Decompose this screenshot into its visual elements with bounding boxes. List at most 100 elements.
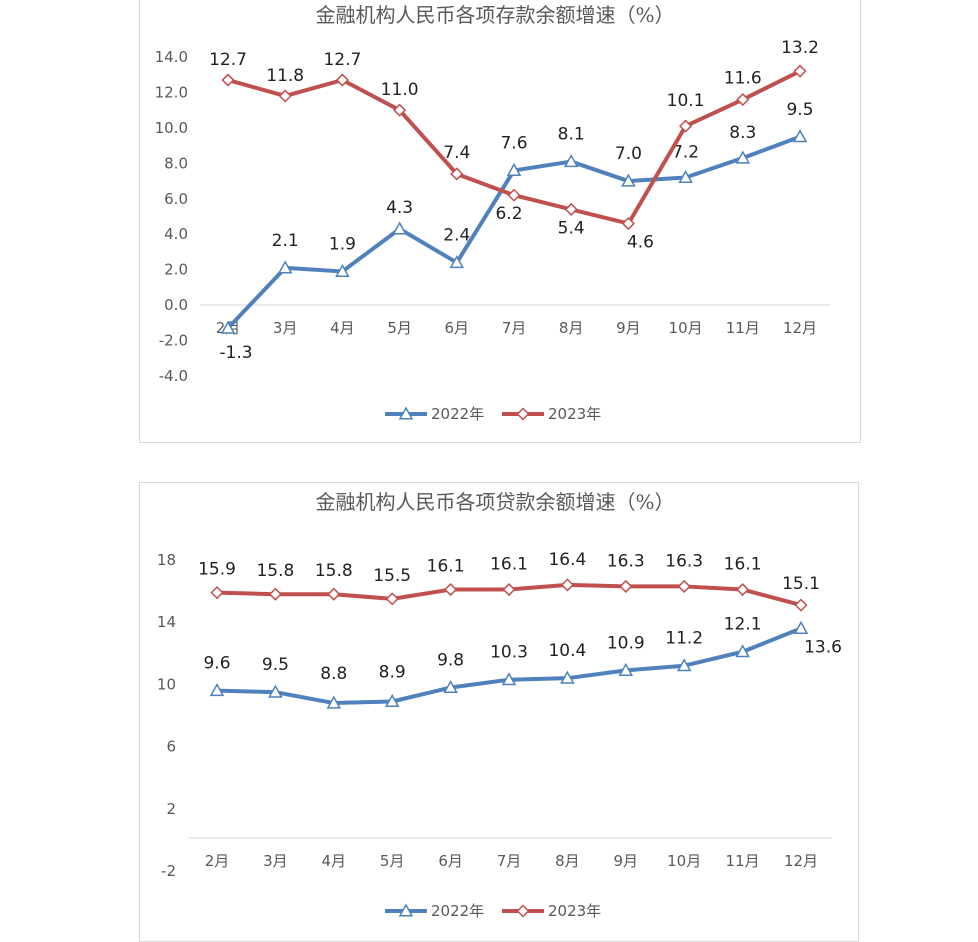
loan-data-label: 10.9 [607, 633, 645, 653]
deposit-x-tick-label: 11月 [726, 319, 760, 337]
deposit-data-point [793, 64, 807, 78]
loan-x-tick-label: 3月 [263, 852, 288, 870]
loan-series-line-2022 [216, 626, 802, 706]
deposit-data-point [678, 169, 693, 184]
deposit-data-label: 2.4 [443, 226, 470, 246]
loan-data-point [677, 579, 691, 593]
loan-data-label: 15.8 [315, 561, 353, 581]
deposit-x-tick-label: 12月 [783, 319, 817, 337]
deposit-data-label: 2.1 [272, 231, 299, 251]
loan-data-label: 15.8 [256, 561, 294, 581]
loan-data-point [326, 695, 342, 709]
deposit-legend-marker [398, 406, 414, 420]
deposit-y-tick-label: 0.0 [164, 296, 188, 314]
deposit-data-point [735, 150, 751, 164]
loan-data-point [619, 579, 633, 593]
loan-data-point [560, 578, 574, 592]
loan-legend-marker [398, 903, 414, 917]
loan-x-tick-label: 11月 [726, 852, 760, 870]
deposit-data-point [792, 129, 808, 143]
deposit-data-label: 10.1 [667, 91, 705, 111]
deposit-data-point [450, 167, 464, 181]
loan-data-point [210, 586, 224, 600]
loan-data-label: 9.6 [203, 654, 230, 674]
deposit-data-label: -1.3 [219, 343, 252, 363]
loan-data-label: 10.4 [548, 641, 586, 661]
deposit-data-point [563, 154, 579, 168]
deposit-legend-marker [516, 407, 530, 421]
deposit-y-tick-label: 10.0 [155, 119, 188, 137]
loan-data-label: 16.3 [665, 551, 703, 571]
loan-data-label: 10.3 [490, 643, 528, 663]
deposit-data-point [392, 221, 407, 235]
deposit-data-point [621, 217, 635, 231]
deposit-data-point [278, 89, 292, 103]
deposit-data-label: 7.6 [500, 133, 527, 153]
loan-data-label: 8.8 [320, 664, 347, 684]
deposit-y-tick-label: -4.0 [159, 367, 188, 385]
deposit-chart-panel [139, 0, 861, 443]
deposit-data-label: 7.0 [615, 144, 642, 164]
loan-data-label: 15.1 [782, 574, 820, 594]
loan-data-point [268, 684, 283, 698]
loan-y-tick-label: 10 [157, 675, 176, 693]
loan-y-tick-label: 6 [166, 738, 176, 756]
deposit-data-point [507, 188, 521, 202]
deposit-x-tick-label: 10月 [669, 319, 703, 337]
loan-x-tick-label: 6月 [438, 852, 463, 870]
loan-data-label: 8.9 [379, 663, 406, 683]
loan-data-point [676, 658, 692, 672]
deposit-y-tick-label: 2.0 [164, 261, 188, 279]
deposit-x-tick-label: 3月 [273, 319, 298, 337]
deposit-data-label: 7.4 [443, 143, 470, 163]
deposit-data-point [277, 260, 293, 274]
deposit-data-label: 8.1 [558, 125, 585, 145]
loan-data-label: 16.4 [548, 550, 586, 570]
loan-data-label: 16.1 [724, 555, 762, 575]
deposit-x-tick-label: 6月 [445, 319, 470, 337]
deposit-data-label: 11.0 [381, 80, 419, 100]
deposit-data-point [621, 173, 636, 187]
loan-x-tick-label: 9月 [614, 852, 639, 870]
loan-data-point [735, 644, 750, 658]
loan-data-label: 15.5 [373, 566, 411, 586]
loan-data-label: 16.1 [490, 555, 528, 575]
loan-data-label: 11.2 [665, 629, 703, 649]
deposit-data-label: 4.6 [627, 233, 654, 253]
deposit-x-tick-label: 8月 [559, 319, 584, 337]
loan-data-point [327, 587, 341, 601]
loan-data-point [444, 582, 458, 597]
loan-y-tick-label: 14 [157, 613, 176, 631]
deposit-y-tick-label: 6.0 [164, 190, 188, 208]
deposit-data-label: 12.7 [323, 50, 361, 70]
loan-data-point [209, 683, 225, 697]
deposit-data-label: 5.4 [558, 218, 585, 238]
loan-data-point [443, 679, 458, 694]
loan-x-tick-label: 10月 [667, 852, 701, 870]
loan-y-tick-label: -2 [161, 862, 176, 880]
deposit-data-label: 8.3 [729, 123, 756, 143]
loan-data-point [560, 670, 575, 684]
loan-data-label: 15.9 [198, 560, 236, 580]
loan-data-point [793, 620, 809, 634]
deposit-x-tick-label: 9月 [616, 319, 641, 337]
deposit-data-label: 9.5 [786, 100, 813, 120]
loan-x-tick-label: 2月 [205, 852, 230, 870]
loan-data-label: 16.1 [427, 557, 465, 577]
deposit-data-label: 12.7 [209, 50, 247, 70]
loan-data-label: 9.8 [437, 651, 464, 671]
loan-x-tick-label: 4月 [322, 852, 347, 870]
deposit-chart-title: 金融机构人民币各项存款余额增速（%） [315, 3, 674, 27]
deposit-y-tick-label: 12.0 [155, 83, 188, 101]
deposit-data-label: 4.3 [386, 198, 413, 218]
deposit-data-point [449, 255, 465, 269]
deposit-data-point [679, 119, 693, 133]
deposit-x-tick-label: 5月 [387, 319, 412, 337]
loan-x-tick-label: 12月 [784, 852, 818, 870]
deposit-x-tick-label: 4月 [330, 319, 355, 337]
deposit-y-tick-label: 8.0 [164, 154, 188, 172]
loan-legend-label: 2022年 [431, 902, 484, 920]
loan-x-tick-label: 8月 [555, 852, 580, 870]
loan-y-tick-label: 18 [157, 551, 176, 569]
loan-y-tick-label: 2 [166, 800, 176, 818]
